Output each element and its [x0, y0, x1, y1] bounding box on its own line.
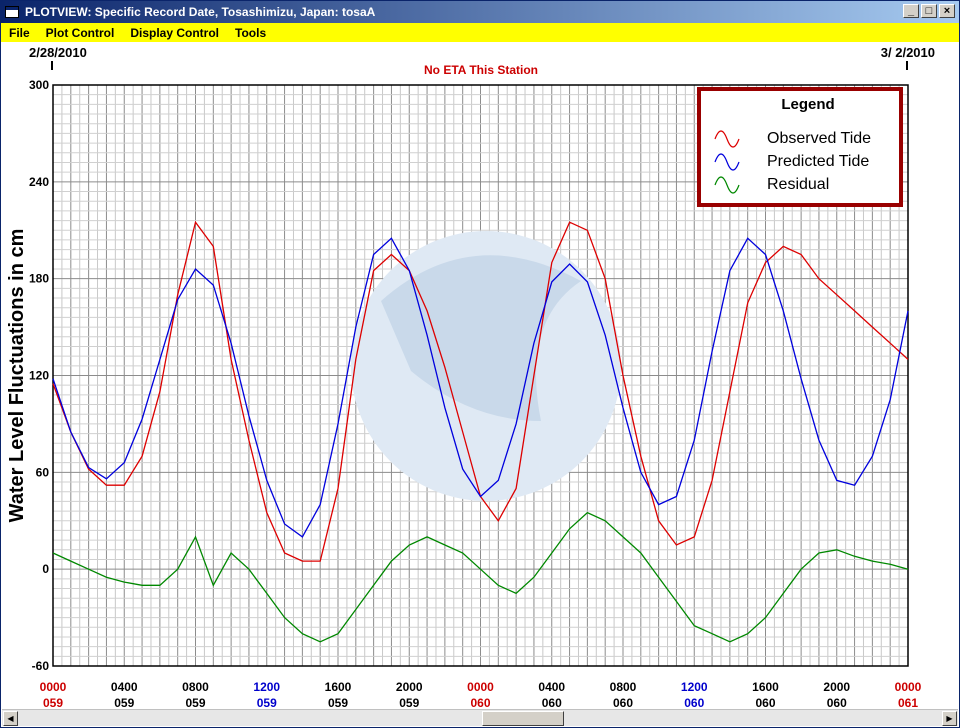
end-date-marker: [906, 61, 908, 70]
x-tick-time-label: 1600: [325, 680, 352, 694]
scroll-thumb[interactable]: [482, 711, 564, 726]
y-axis-label: Water Level Fluctuations in cm: [6, 229, 28, 523]
y-tick-label: 60: [36, 465, 50, 479]
x-tick-time-label: 0400: [111, 680, 138, 694]
end-date: 3/ 2/2010: [880, 45, 935, 60]
x-tick-time-label: 0800: [182, 680, 209, 694]
menu-bar: File Plot Control Display Control Tools: [1, 23, 959, 42]
legend-entry-label: Predicted Tide: [767, 153, 869, 170]
y-tick-label: 120: [29, 369, 49, 383]
y-tick-label: 180: [29, 272, 49, 286]
y-tick-label: 240: [29, 175, 49, 189]
title-bar[interactable]: PLOTVIEW: Specific Record Date, Tosashim…: [1, 1, 959, 23]
scroll-left-button[interactable]: ◀: [3, 711, 18, 726]
x-tick-time-label: 0000: [467, 680, 494, 694]
eta-notice: No ETA This Station: [424, 63, 538, 77]
legend-swatch-icon: [714, 130, 740, 148]
y-tick-label: 300: [29, 78, 49, 92]
x-tick-time-label: 2000: [396, 680, 423, 694]
legend-entry-label: Observed Tide: [767, 130, 871, 147]
x-tick-day-label: 059: [257, 696, 277, 707]
x-tick-day-label: 059: [185, 696, 205, 707]
legend-entry-label: Residual: [767, 176, 829, 193]
x-tick-day-label: 059: [399, 696, 419, 707]
x-tick-day-label: 059: [114, 696, 134, 707]
x-tick-day-label: 060: [755, 696, 775, 707]
legend-swatch-icon: [714, 153, 740, 171]
x-tick-time-label: 0400: [538, 680, 565, 694]
x-tick-day-label: 060: [613, 696, 633, 707]
legend-title: Legend: [781, 96, 834, 113]
predicted-tide-line: [52, 237, 909, 538]
y-tick-label: 0: [42, 562, 49, 576]
start-date: 2/28/2010: [29, 45, 87, 60]
x-tick-day-label: 060: [827, 696, 847, 707]
menu-file[interactable]: File: [9, 25, 30, 40]
x-tick-day-label: 060: [542, 696, 562, 707]
window-controls: _ □ ×: [903, 4, 955, 18]
plot-border: [52, 84, 909, 667]
minimize-button[interactable]: _: [903, 4, 919, 18]
x-tick-time-label: 1200: [681, 680, 708, 694]
menu-display-control[interactable]: Display Control: [130, 25, 220, 40]
menu-plot-control[interactable]: Plot Control: [45, 25, 115, 40]
x-tick-time-label: 1600: [752, 680, 779, 694]
x-tick-time-label: 1200: [253, 680, 280, 694]
x-tick-day-label: 060: [470, 696, 490, 707]
logo-watermark-bird: [381, 255, 581, 421]
menu-tools[interactable]: Tools: [235, 25, 267, 40]
app-window-icon: [5, 6, 19, 18]
x-tick-day-label: 059: [43, 696, 63, 707]
start-date-marker: [51, 61, 53, 70]
x-tick-time-label: 0000: [895, 680, 922, 694]
residual-line: [52, 511, 909, 643]
x-tick-day-label: 059: [328, 696, 348, 707]
x-tick-time-label: 2000: [823, 680, 850, 694]
y-tick-label: -60: [32, 659, 50, 673]
x-tick-time-label: 0800: [610, 680, 637, 694]
x-tick-day-label: 060: [684, 696, 704, 707]
horizontal-scrollbar[interactable]: ◀ ▶: [2, 709, 958, 726]
x-tick-day-label: 061: [898, 696, 918, 707]
x-tick-time-label: 0000: [40, 680, 67, 694]
scroll-right-button[interactable]: ▶: [942, 711, 957, 726]
maximize-button[interactable]: □: [921, 4, 937, 18]
legend-swatch-icon: [714, 176, 740, 194]
window-title: PLOTVIEW: Specific Record Date, Tosashim…: [25, 5, 376, 19]
close-button[interactable]: ×: [939, 4, 955, 18]
